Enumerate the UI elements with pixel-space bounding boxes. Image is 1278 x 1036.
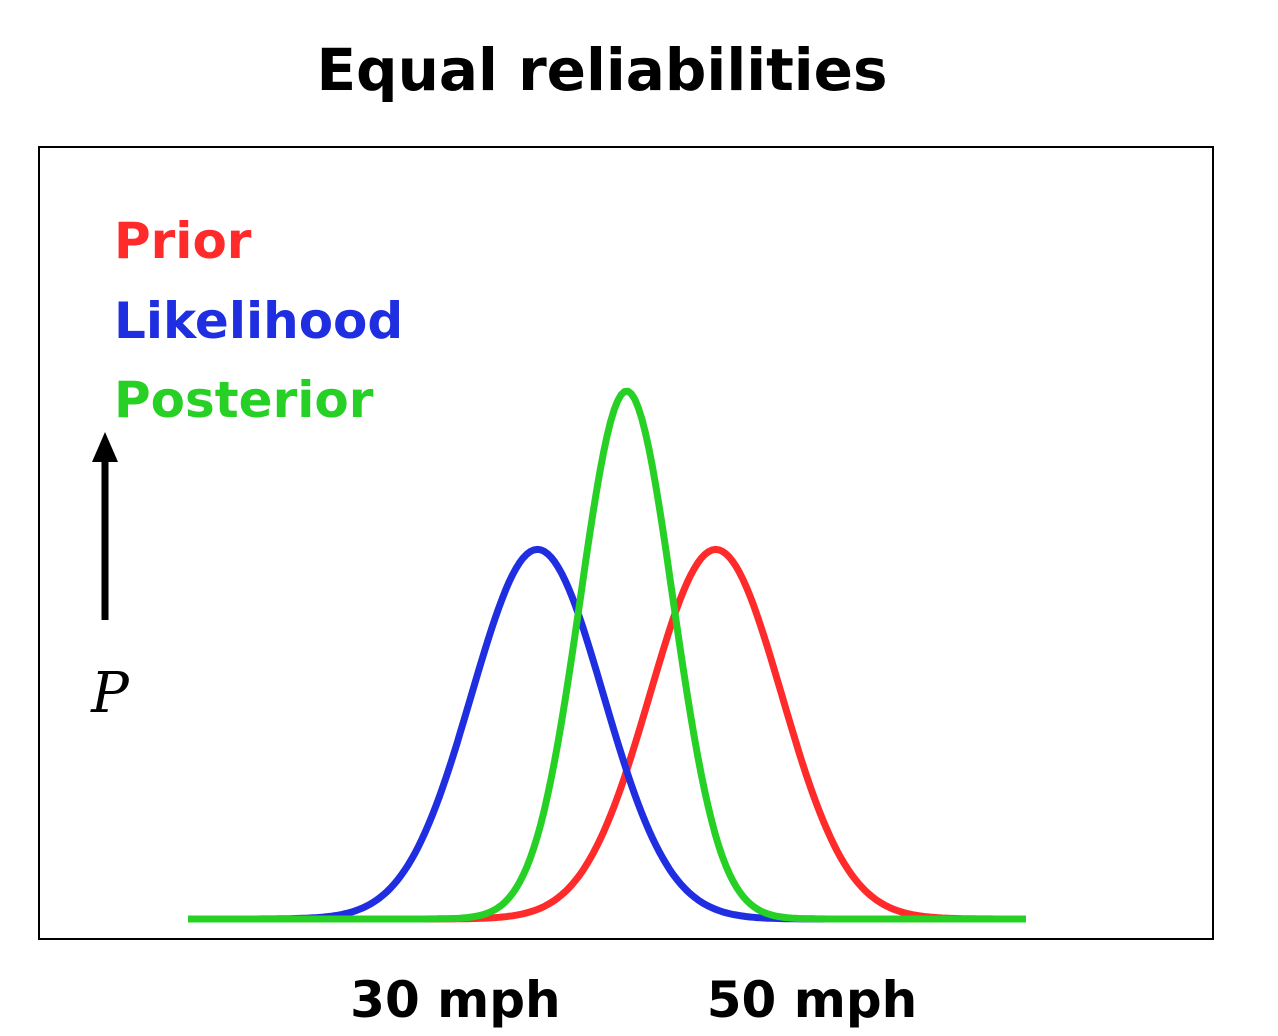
legend: Prior Likelihood Posterior (114, 212, 403, 429)
legend-entry-posterior: Posterior (114, 371, 374, 429)
x-tick-label-50: 50 mph (707, 971, 917, 1029)
series-line-posterior (188, 387, 1026, 923)
y-axis-indicator: P (90, 432, 130, 726)
x-tick-label-30: 30 mph (350, 971, 560, 1029)
series-lines (188, 387, 1026, 923)
legend-entry-prior: Prior (114, 212, 252, 270)
y-axis-arrow-head (92, 432, 118, 462)
x-tick-labels: 30 mph 50 mph (350, 971, 917, 1029)
plot-frame (38, 146, 1214, 940)
legend-entry-likelihood: Likelihood (114, 292, 403, 350)
chart-title: Equal reliabilities (316, 36, 887, 104)
y-axis-label: P (90, 661, 130, 726)
